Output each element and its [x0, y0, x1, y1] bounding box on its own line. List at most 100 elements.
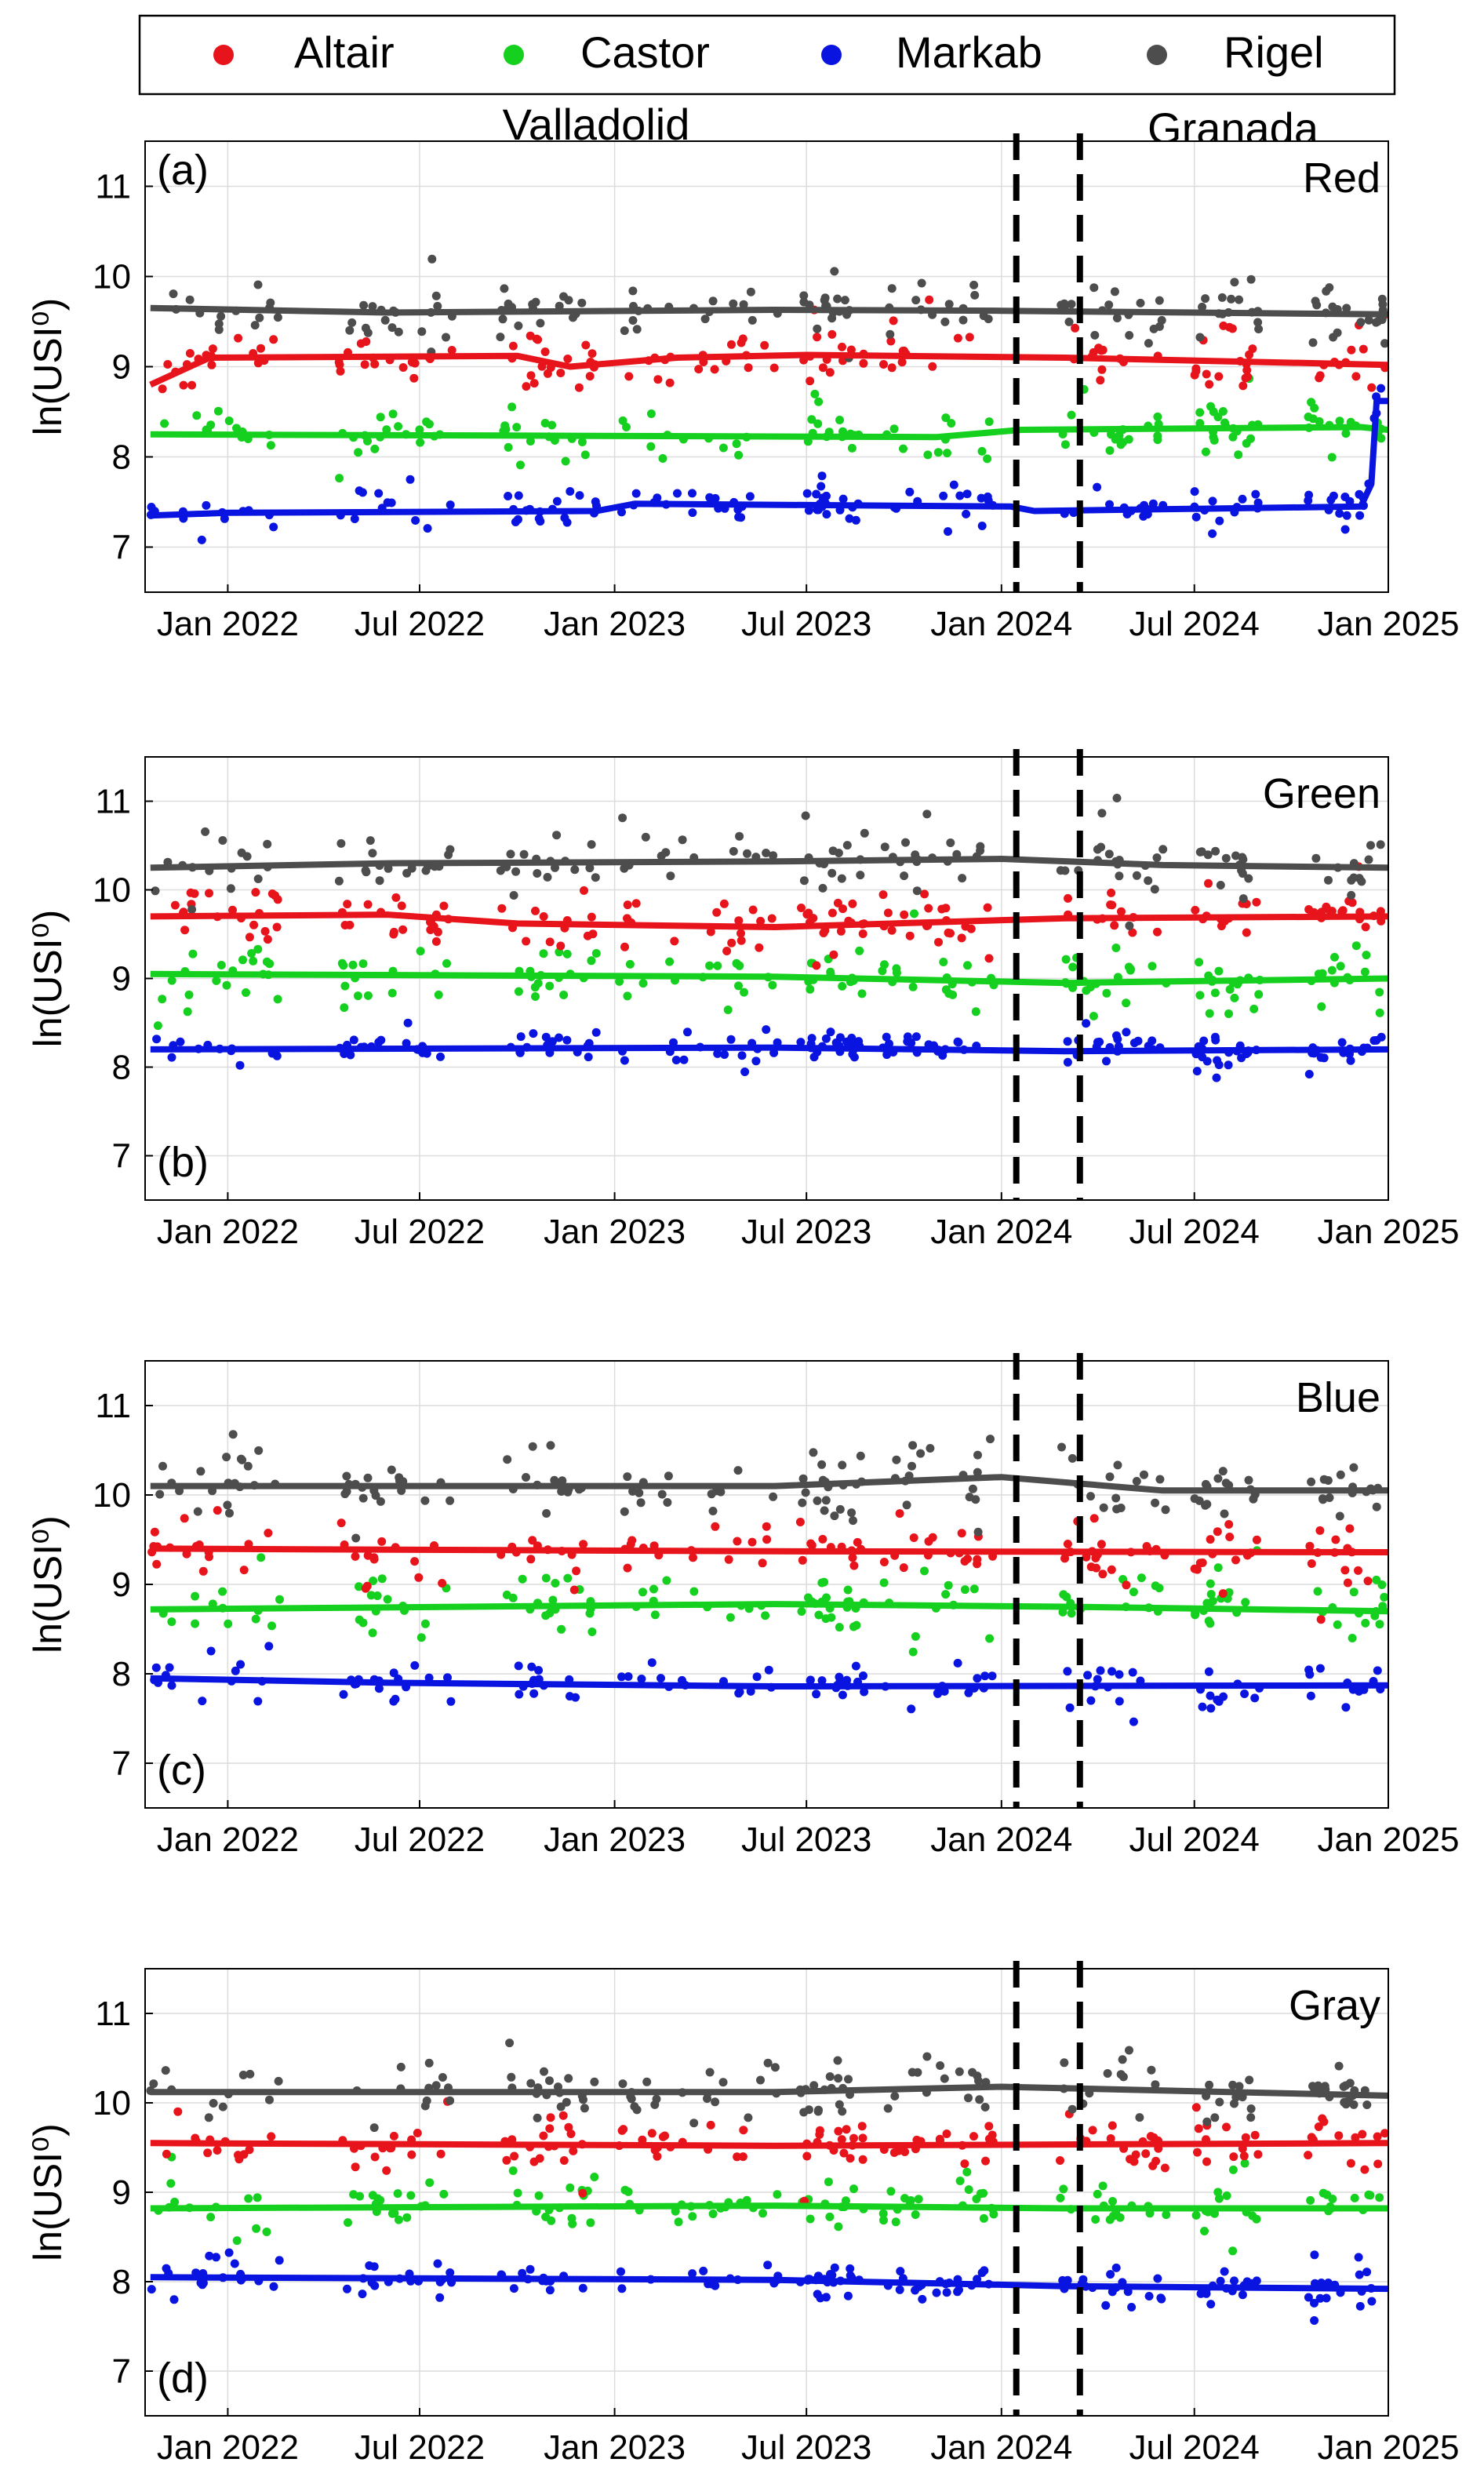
y-tick-label: 11	[95, 168, 131, 206]
point-castor	[1111, 944, 1121, 952]
point-markab	[509, 2284, 518, 2293]
point-rigel	[1235, 2082, 1244, 2091]
point-castor	[857, 989, 867, 998]
point-rigel	[1151, 2080, 1160, 2090]
point-castor	[948, 990, 958, 999]
point-castor	[1059, 1590, 1068, 1599]
point-markab	[860, 1687, 869, 1697]
point-markab	[932, 2288, 941, 2297]
point-altair	[924, 1537, 933, 1546]
point-castor	[740, 987, 748, 997]
point-rigel	[446, 1496, 455, 1505]
point-altair	[838, 904, 847, 914]
point-rigel	[770, 2063, 780, 2072]
point-altair	[360, 360, 369, 369]
point-castor	[382, 425, 391, 435]
point-altair	[522, 382, 531, 391]
point-markab	[1250, 1693, 1260, 1703]
point-altair	[706, 2120, 715, 2130]
legend-marker-markab	[821, 45, 842, 65]
point-altair	[336, 366, 345, 376]
point-rigel	[892, 1455, 901, 1464]
point-castor	[849, 1622, 858, 1631]
point-altair	[710, 365, 719, 374]
point-castor	[238, 955, 247, 965]
point-altair	[934, 937, 943, 947]
point-castor	[810, 389, 820, 398]
point-castor	[1201, 447, 1210, 456]
point-castor	[562, 949, 572, 958]
point-altair	[859, 358, 868, 368]
point-altair	[724, 1555, 733, 1564]
point-altair	[398, 363, 408, 372]
point-rigel	[635, 1488, 644, 1497]
point-altair	[267, 2132, 276, 2141]
point-castor	[939, 958, 948, 966]
point-altair	[545, 2124, 555, 2133]
point-altair	[431, 937, 441, 946]
point-castor	[1126, 964, 1135, 973]
point-markab	[939, 491, 948, 500]
point-altair	[1359, 344, 1368, 354]
point-rigel	[431, 2081, 441, 2090]
x-tick-label: Jan 2023	[544, 1820, 686, 1859]
point-castor	[337, 958, 347, 968]
point-altair	[815, 2130, 824, 2139]
point-rigel	[1378, 300, 1388, 309]
point-altair	[1160, 2163, 1169, 2173]
point-markab	[737, 1051, 747, 1060]
point-altair	[769, 363, 779, 373]
point-rigel	[431, 291, 441, 300]
point-markab	[842, 1037, 851, 1046]
point-rigel	[664, 1471, 673, 1481]
point-altair	[1305, 1541, 1315, 1551]
point-altair	[647, 2129, 657, 2138]
point-markab	[514, 515, 522, 524]
point-markab	[882, 1032, 891, 1042]
point-altair	[1351, 372, 1361, 381]
point-castor	[502, 1590, 511, 1599]
point-altair	[1253, 2150, 1263, 2159]
point-rigel	[246, 2069, 255, 2079]
point-markab	[944, 527, 952, 536]
trend-line-altair	[150, 2140, 1389, 2149]
point-rigel	[1220, 1509, 1229, 1519]
y-tick-label: 9	[112, 2173, 131, 2212]
point-rigel	[1155, 296, 1164, 305]
point-markab	[151, 1663, 161, 1672]
point-rigel	[1372, 1502, 1381, 1511]
point-altair	[1117, 907, 1126, 916]
point-markab	[529, 1029, 538, 1038]
point-altair	[1097, 346, 1106, 355]
point-markab	[1304, 2293, 1313, 2302]
point-castor	[387, 988, 397, 998]
point-rigel	[562, 2097, 571, 2107]
point-rigel	[813, 324, 822, 333]
point-rigel	[563, 1487, 573, 1497]
point-altair	[842, 2125, 851, 2134]
point-markab	[230, 2259, 239, 2268]
point-altair	[1213, 1527, 1222, 1537]
point-altair	[198, 1566, 208, 1576]
point-altair	[755, 943, 764, 952]
point-rigel	[253, 280, 263, 289]
point-altair	[528, 1536, 537, 1545]
point-castor	[191, 1591, 200, 1601]
point-castor	[1151, 1581, 1160, 1591]
point-castor	[855, 946, 864, 955]
point-markab	[374, 489, 384, 498]
point-altair	[760, 340, 769, 350]
x-tick-label: Jul 2023	[741, 1213, 871, 1251]
point-castor	[1105, 446, 1115, 455]
point-markab	[726, 1035, 736, 1044]
point-altair	[653, 375, 663, 384]
point-castor	[512, 423, 522, 432]
x-tick-label: Jan 2024	[930, 2428, 1072, 2466]
point-rigel	[204, 2113, 213, 2122]
point-castor	[1129, 1588, 1138, 1597]
point-markab	[845, 514, 854, 523]
point-castor	[1375, 987, 1384, 997]
point-altair	[1361, 922, 1370, 932]
point-altair	[563, 355, 573, 363]
point-rigel	[1217, 293, 1227, 302]
